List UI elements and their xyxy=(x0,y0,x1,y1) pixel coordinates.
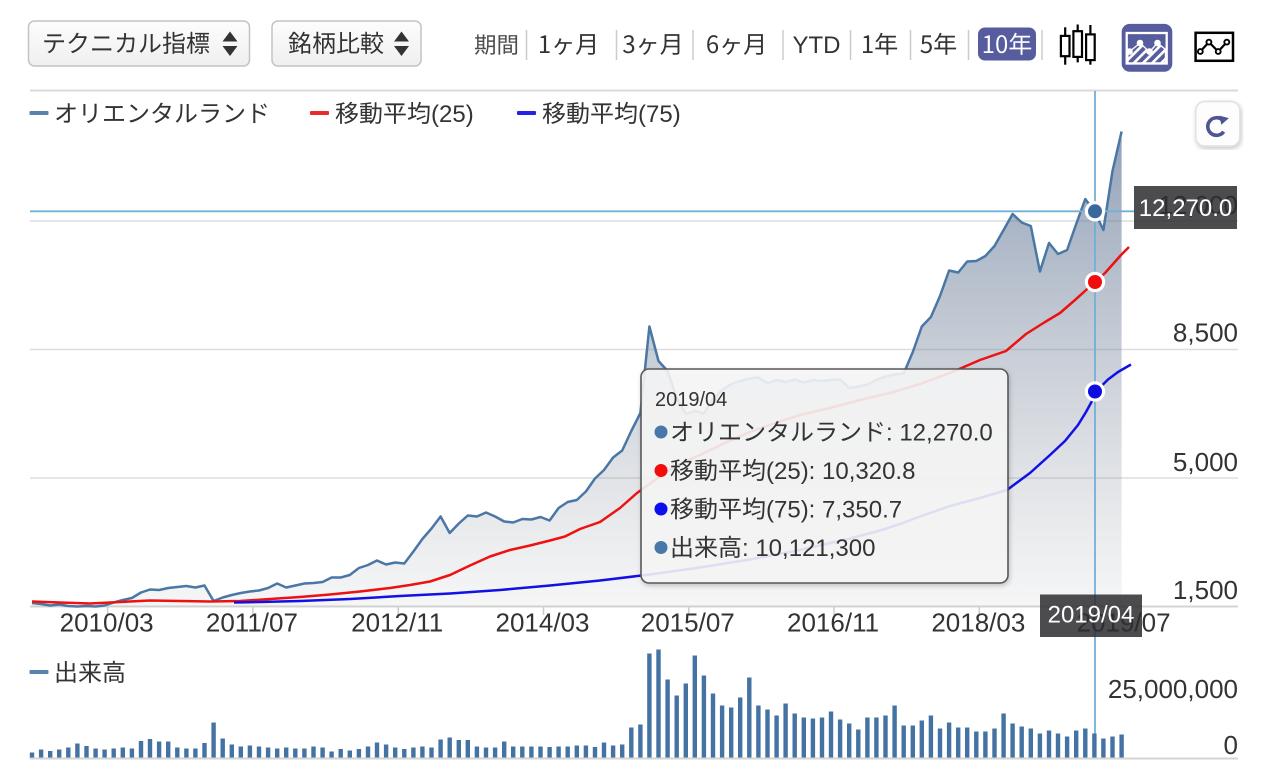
svg-text:2019/04: 2019/04 xyxy=(655,389,727,411)
svg-text:: 10,121,300: : 10,121,300 xyxy=(742,535,875,562)
svg-text:(25): (25) xyxy=(431,101,474,128)
svg-text:5,000: 5,000 xyxy=(1173,447,1238,477)
svg-text:(75): 7,350.7: (75): 7,350.7 xyxy=(766,497,902,524)
svg-text:25,000,000: 25,000,000 xyxy=(1108,674,1238,704)
svg-text:2018/03: 2018/03 xyxy=(931,608,1025,638)
svg-text:0: 0 xyxy=(1224,730,1238,760)
svg-text:1,500: 1,500 xyxy=(1173,575,1238,605)
svg-text:(25): 10,320.8: (25): 10,320.8 xyxy=(766,458,915,485)
svg-text:8,500: 8,500 xyxy=(1173,318,1238,348)
svg-text:2019/04: 2019/04 xyxy=(1048,602,1135,629)
svg-text:12,270.0: 12,270.0 xyxy=(1139,195,1232,222)
svg-text:: 12,270.0: : 12,270.0 xyxy=(886,420,993,447)
svg-text:2014/03: 2014/03 xyxy=(495,608,589,638)
svg-text:2016/11: 2016/11 xyxy=(787,608,879,638)
svg-text:2011/07: 2011/07 xyxy=(206,608,298,638)
svg-text:2010/03: 2010/03 xyxy=(60,608,154,638)
svg-text:(75): (75) xyxy=(638,101,681,128)
svg-text:YTD: YTD xyxy=(793,32,841,59)
svg-text:2012/11: 2012/11 xyxy=(351,608,443,638)
svg-text:2015/07: 2015/07 xyxy=(641,608,735,638)
